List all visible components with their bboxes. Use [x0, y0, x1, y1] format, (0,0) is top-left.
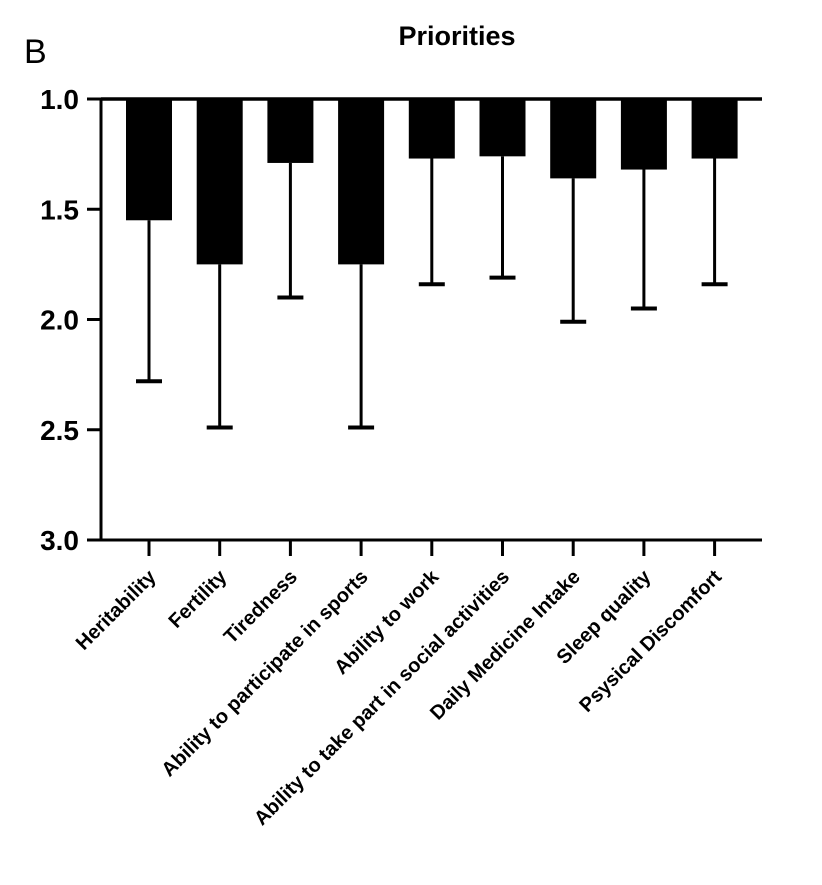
bar-9 — [691, 97, 738, 159]
x-axis-label-1: Heritability — [72, 565, 161, 654]
bar-6 — [479, 97, 526, 157]
y-axis-label-3: 2.0 — [40, 305, 79, 336]
x-axis-label-6: Ability to take part in social activitie… — [250, 566, 514, 830]
bar-5 — [408, 97, 455, 159]
y-axis-label-4: 2.5 — [40, 415, 79, 446]
bar-8 — [620, 97, 667, 170]
y-axis-label-5: 3.0 — [40, 525, 79, 556]
bar-1 — [126, 97, 172, 221]
y-axis-label-1: 1.0 — [40, 84, 79, 115]
chart-title: Priorities — [398, 21, 516, 51]
x-axis-label-9: Psysical Discomfort — [575, 566, 726, 717]
bar-3 — [267, 97, 314, 163]
y-axis-label-2: 1.5 — [40, 194, 79, 225]
bar-2 — [196, 97, 243, 265]
bar-7 — [550, 97, 597, 179]
panel-label: B — [24, 33, 48, 71]
x-axis-label-2: Fertility — [165, 565, 232, 632]
bar-4 — [338, 97, 385, 265]
